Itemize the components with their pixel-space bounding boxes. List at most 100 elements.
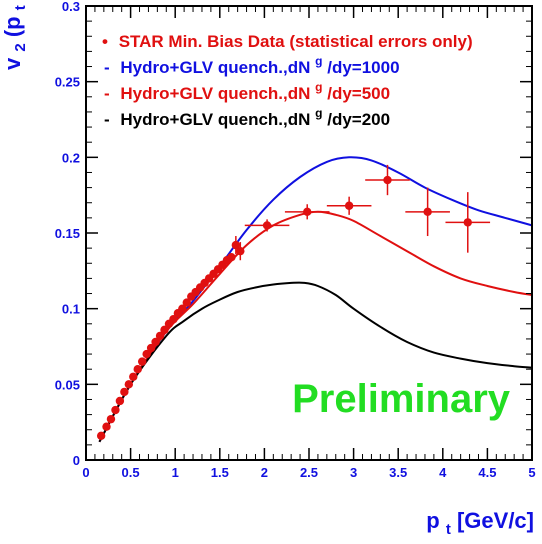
data-point-marker (383, 175, 392, 185)
legend-marker-1000: - (104, 58, 110, 77)
data-point (133, 365, 142, 374)
legend-item-dndy-200: - Hydro+GLV quench.,dN g /dy=200 (104, 102, 390, 129)
data-point-marker (231, 240, 241, 250)
data-point (102, 422, 111, 431)
data-point-marker (137, 357, 147, 366)
legend-label-1000-sup: g (315, 54, 322, 68)
data-point (231, 236, 241, 255)
x-tick-label: 2.5 (300, 465, 318, 480)
data-point (244, 219, 290, 232)
legend-label-200-sup: g (315, 106, 322, 120)
legend-label-200-post: /dy=200 (327, 110, 390, 129)
data-point (227, 253, 236, 262)
data-point-marker (133, 365, 142, 374)
data-point (120, 387, 129, 397)
y-tick-label: 0.15 (55, 226, 80, 241)
data-point (405, 187, 450, 237)
data-point-marker (182, 298, 191, 307)
data-point-marker (423, 207, 432, 217)
legend-label-1000-post: /dy=1000 (327, 58, 399, 77)
data-point (365, 164, 410, 196)
data-point (160, 325, 169, 335)
x-tick-label: 3 (350, 465, 357, 480)
legend-label-500-pre: Hydro+GLV quench.,dN (120, 84, 310, 103)
x-axis-title-sub: t (446, 521, 451, 538)
preliminary-watermark: Preliminary (292, 377, 511, 421)
x-tick-label: 3.5 (389, 465, 407, 480)
legend-label-200-pre: Hydro+GLV quench.,dN (120, 110, 310, 129)
legend-marker-data: • (102, 32, 108, 51)
data-point (169, 315, 178, 324)
data-point-marker (142, 349, 151, 359)
data-point-marker (236, 246, 245, 256)
y-axis-title-main: v (0, 57, 25, 70)
data-point-marker (115, 396, 125, 406)
data-point (106, 414, 116, 424)
data-point-marker (111, 405, 120, 415)
data-point (445, 192, 491, 253)
data-point (137, 357, 147, 366)
data-point-marker (262, 221, 272, 230)
y-tick-label: 0 (73, 453, 80, 468)
theory-curve-2 (98, 281, 533, 443)
y-axis-title-mid: (p (0, 16, 25, 37)
data-points (96, 164, 491, 440)
data-point (142, 349, 151, 359)
x-tick-label: 1 (172, 465, 179, 480)
x-tick-label: 0.5 (122, 465, 140, 480)
x-tick-label: 2 (261, 465, 268, 480)
x-tick-label: 0 (82, 465, 89, 480)
data-point-marker (146, 343, 156, 353)
data-point-marker (155, 331, 165, 341)
data-point-marker (102, 422, 111, 431)
data-point-marker (96, 431, 106, 440)
data-point (284, 204, 330, 220)
legend-label-1000-pre: Hydro+GLV quench.,dN (120, 58, 310, 77)
data-point-marker (303, 207, 312, 217)
legend: • STAR Min. Bias Data (statistical error… (102, 32, 473, 129)
data-point-marker (106, 414, 116, 424)
data-point (129, 372, 138, 381)
legend-marker-200: - (104, 110, 110, 129)
x-axis-title: p t [GeV/c] (426, 508, 534, 539)
data-point-marker (151, 337, 160, 347)
data-point-marker (178, 304, 187, 313)
data-point (111, 405, 120, 415)
data-point (236, 242, 245, 261)
y-axis-title: v 2 (p t ) (0, 0, 30, 70)
y-tick-label: 0.25 (55, 75, 80, 90)
data-point (151, 337, 160, 347)
data-point (155, 331, 165, 341)
x-tick-label: 5 (528, 465, 535, 480)
x-tick-label: 1.5 (211, 465, 229, 480)
data-point-marker (129, 372, 138, 381)
legend-label-500-post: /dy=500 (327, 84, 390, 103)
data-point-marker (227, 253, 236, 262)
data-point-marker (160, 325, 169, 335)
data-point-marker (120, 387, 129, 397)
x-axis-title-rest: [GeV/c] (457, 508, 534, 533)
axes: 0 0.5 1 1.5 2 2.5 3 3.5 4 4.5 5 0 0.05 0.1 0.15 0.2 0.25… (55, 0, 536, 480)
data-point (326, 196, 372, 215)
data-point (182, 298, 191, 307)
data-point (96, 431, 106, 440)
data-point-marker (169, 315, 178, 324)
data-point (115, 396, 125, 406)
y-tick-label: 0.3 (62, 0, 80, 14)
x-tick-label: 4 (439, 465, 447, 480)
y-tick-label: 0.05 (55, 377, 80, 392)
data-point (124, 380, 134, 389)
legend-item-dndy-500: - Hydro+GLV quench.,dN g /dy=500 (104, 76, 390, 103)
legend-item-star-data: • STAR Min. Bias Data (statistical error… (102, 32, 473, 51)
y-axis-title-sub2: t (12, 5, 29, 10)
x-axis-title-main: p (426, 508, 439, 533)
legend-item-dndy-1000: - Hydro+GLV quench.,dN g /dy=1000 (104, 50, 400, 77)
data-point (178, 304, 187, 313)
legend-marker-500: - (104, 84, 110, 103)
y-tick-label: 0.1 (62, 302, 80, 317)
y-axis-title-sub: 2 (12, 43, 29, 51)
legend-label-data: STAR Min. Bias Data (statistical errors … (119, 32, 473, 51)
data-point-marker (124, 380, 134, 389)
y-tick-label: 0.2 (62, 150, 80, 165)
